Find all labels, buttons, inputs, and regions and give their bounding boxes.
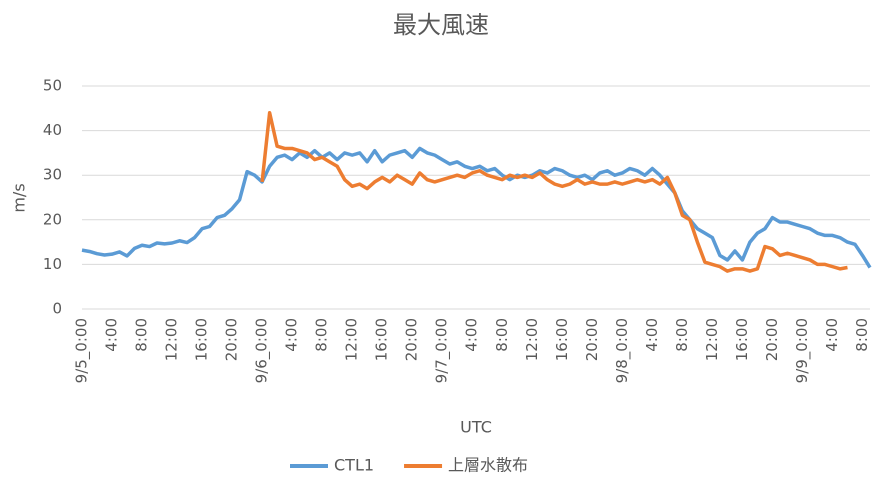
x-tick-label: 8:00: [133, 318, 151, 352]
x-tick-label: 12:00: [163, 318, 181, 361]
y-tick-label: 10: [43, 255, 62, 273]
x-tick-label: 16:00: [373, 318, 391, 361]
x-tick-label: 8:00: [313, 318, 331, 352]
x-tick-label: 4:00: [283, 318, 301, 352]
x-tick-label: 9/5_0:00: [73, 318, 92, 383]
x-tick-label: 4:00: [463, 318, 481, 352]
y-tick-label: 0: [52, 300, 62, 318]
x-axis-label: UTC: [460, 418, 492, 437]
y-tick-label: 20: [43, 210, 62, 228]
x-tick-label: 20:00: [223, 318, 241, 361]
x-tick-label: 12:00: [343, 318, 361, 361]
x-tick-label: 4:00: [823, 318, 841, 352]
x-tick-label: 9/7_0:00: [433, 318, 452, 383]
x-tick-label: 8:00: [853, 318, 871, 352]
x-tick-label: 8:00: [673, 318, 691, 352]
x-tick-label: 16:00: [553, 318, 571, 361]
x-tick-label: 9/6_0:00: [253, 318, 272, 383]
x-tick-label: 4:00: [103, 318, 121, 352]
y-axis-label: m/s: [10, 183, 29, 212]
x-tick-label: 20:00: [763, 318, 781, 361]
x-tick-label: 20:00: [403, 318, 421, 361]
y-tick-label: 50: [43, 77, 62, 95]
x-tick-label: 16:00: [733, 318, 751, 361]
line-series: [260, 111, 848, 273]
legend-label: 上層水散布: [448, 456, 528, 475]
y-tick-label: 40: [43, 121, 62, 139]
x-tick-label: 9/8_0:00: [613, 318, 632, 383]
x-tick-label: 8:00: [493, 318, 511, 352]
y-tick-label: 30: [43, 166, 62, 184]
x-tick-label: 9/9_0:00: [793, 318, 812, 383]
x-tick-label: 20:00: [583, 318, 601, 361]
legend-label: CTL1: [334, 456, 374, 475]
chart-title: 最大風速: [393, 11, 489, 39]
line-series: [81, 146, 872, 269]
x-tick-label: 4:00: [643, 318, 661, 352]
x-tick-label: 12:00: [703, 318, 721, 361]
x-tick-label: 16:00: [193, 318, 211, 361]
x-tick-label: 12:00: [523, 318, 541, 361]
